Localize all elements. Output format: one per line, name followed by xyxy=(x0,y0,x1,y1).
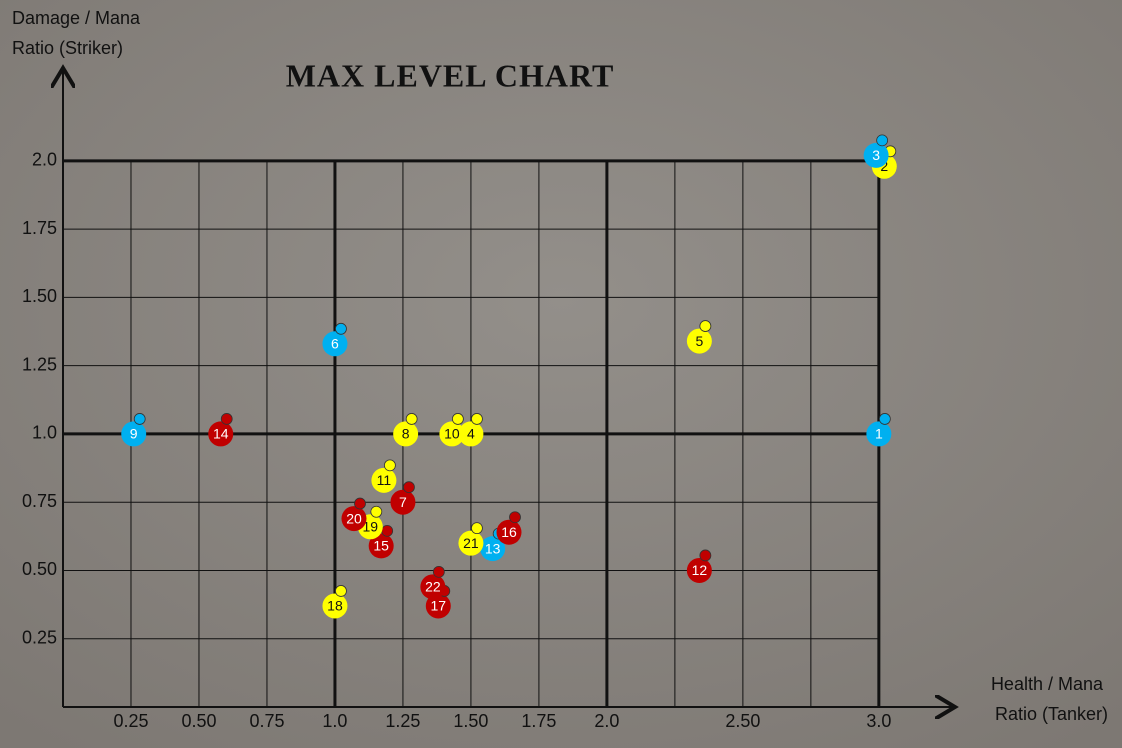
point-icon xyxy=(451,413,464,425)
point-icon xyxy=(381,524,394,537)
point-label: 16 xyxy=(501,524,517,540)
point-label: 10 xyxy=(444,426,460,442)
y-axis-label: Ratio (Striker) xyxy=(12,38,123,58)
point-label: 14 xyxy=(213,426,229,442)
point-icon xyxy=(432,565,445,578)
x-axis-label: Ratio (Tanker) xyxy=(995,704,1108,724)
y-tick-label: 1.25 xyxy=(22,354,57,374)
point-icon xyxy=(471,522,483,535)
point-label: 2 xyxy=(880,158,888,174)
point-icon xyxy=(384,459,396,472)
point-label: 6 xyxy=(331,336,339,352)
point xyxy=(863,142,889,168)
point xyxy=(480,536,506,562)
point-icon xyxy=(220,413,233,425)
point-icon xyxy=(876,134,889,147)
y-tick-label: 0.75 xyxy=(22,491,57,511)
point xyxy=(341,506,367,532)
point xyxy=(439,421,465,447)
point xyxy=(686,328,712,354)
y-tick-label: 0.25 xyxy=(22,627,57,647)
y-tick-label: 2.0 xyxy=(32,150,57,170)
point xyxy=(390,489,416,515)
point-icon xyxy=(335,585,347,597)
point-icon xyxy=(403,481,415,494)
point-icon xyxy=(878,413,891,425)
point-label: 18 xyxy=(327,598,343,614)
x-tick-label: 1.50 xyxy=(453,711,488,731)
point xyxy=(368,533,394,559)
point-label: 13 xyxy=(485,540,501,556)
point-label: 22 xyxy=(425,579,441,595)
point xyxy=(866,421,892,447)
point xyxy=(393,421,419,447)
x-axis-label: Health / Mana xyxy=(991,674,1104,694)
point xyxy=(208,421,234,447)
point-label: 15 xyxy=(373,538,389,554)
point-label: 4 xyxy=(467,426,475,442)
point-icon xyxy=(405,413,418,425)
point-label: 3 xyxy=(872,147,880,163)
point-label: 5 xyxy=(695,333,703,349)
point-label: 1 xyxy=(875,426,883,442)
y-axis-label: Damage / Mana xyxy=(12,8,141,28)
point xyxy=(425,593,451,619)
point-label: 8 xyxy=(402,426,410,442)
point xyxy=(686,557,712,583)
x-tick-label: 1.0 xyxy=(322,711,347,731)
point-icon xyxy=(370,505,383,518)
x-tick-label: 0.75 xyxy=(249,711,284,731)
point-label: 21 xyxy=(463,535,479,551)
x-tick-label: 3.0 xyxy=(866,711,891,731)
point-icon xyxy=(699,320,712,332)
point-icon xyxy=(699,549,712,562)
point xyxy=(322,593,348,619)
point-label: 9 xyxy=(130,426,138,442)
y-tick-label: 1.0 xyxy=(32,423,57,443)
point-label: 17 xyxy=(431,598,447,614)
y-tick-label: 1.50 xyxy=(22,286,57,306)
point-label: 20 xyxy=(346,510,362,526)
point-icon xyxy=(335,322,347,335)
point xyxy=(420,574,446,600)
y-tick-label: 1.75 xyxy=(22,218,57,238)
x-tick-label: 2.0 xyxy=(594,711,619,731)
x-tick-label: 0.25 xyxy=(113,711,148,731)
point-label: 7 xyxy=(399,494,407,510)
x-tick-label: 1.75 xyxy=(521,711,556,731)
x-tick-label: 1.25 xyxy=(385,711,420,731)
point-icon xyxy=(354,497,366,510)
point xyxy=(458,421,484,447)
point-icon xyxy=(471,413,483,425)
point-label: 11 xyxy=(377,472,392,488)
point-label: 19 xyxy=(363,518,379,534)
chart-title: MAX LEVEL CHART xyxy=(286,57,615,93)
x-tick-label: 0.50 xyxy=(181,711,216,731)
point-icon xyxy=(509,511,521,524)
point xyxy=(371,467,397,493)
point xyxy=(496,519,522,545)
y-tick-label: 0.50 xyxy=(22,559,57,579)
x-tick-label: 2.50 xyxy=(725,711,760,731)
point xyxy=(121,421,147,447)
point-label: 12 xyxy=(692,562,708,578)
point-icon xyxy=(133,413,146,425)
point xyxy=(322,331,348,357)
point xyxy=(458,530,484,556)
